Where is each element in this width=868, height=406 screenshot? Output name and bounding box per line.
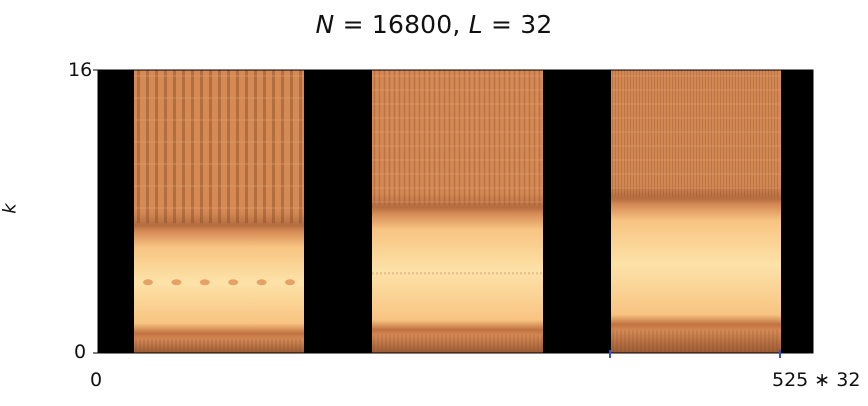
- heatmap-panel: [372, 70, 543, 353]
- bright-spot: [199, 279, 210, 286]
- heatmap-panel: [134, 70, 304, 353]
- bright-spot: [285, 279, 295, 286]
- bright-spot: [143, 279, 153, 286]
- plot-frame: [97, 69, 814, 354]
- y-tick-label-0: 0: [74, 341, 87, 363]
- title-part: N: [315, 10, 335, 39]
- x-tick-label-0: 0: [90, 369, 103, 391]
- chart-title: N = 16800, L = 32: [0, 10, 868, 39]
- title-part: = 32: [482, 10, 553, 39]
- y-tick-label-16: 16: [68, 59, 93, 81]
- bright-spot: [171, 279, 182, 286]
- panel-fill: [134, 70, 304, 353]
- x-tick-label-max: 525 ∗ 32: [772, 369, 861, 391]
- title-part: = 16800,: [334, 10, 469, 39]
- panel-fill: [611, 70, 781, 353]
- bright-spot: [256, 279, 267, 286]
- panel-fill: [372, 70, 543, 353]
- title-part: L: [468, 10, 483, 39]
- bright-spot: [228, 279, 239, 286]
- heatmap-panel: [611, 70, 781, 353]
